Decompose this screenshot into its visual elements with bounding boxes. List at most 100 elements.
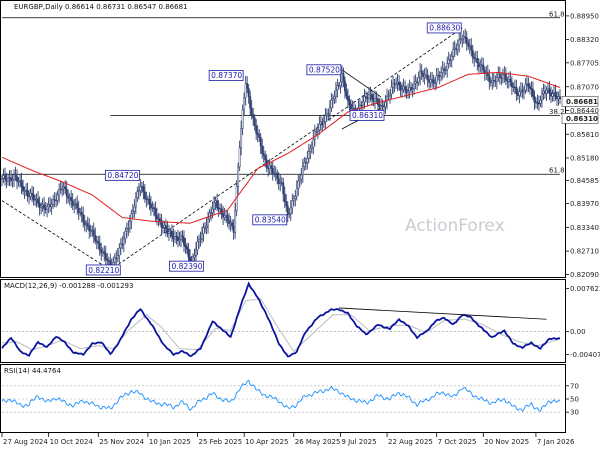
candle-body <box>226 215 229 222</box>
candle-body <box>5 178 8 182</box>
candle-body <box>172 236 175 240</box>
candle-body <box>519 89 522 92</box>
candle-body <box>164 225 167 230</box>
candle-body <box>396 81 399 84</box>
candle-body <box>479 65 482 68</box>
candle-body <box>80 212 83 215</box>
candle-body <box>10 177 12 182</box>
candle-body <box>148 198 151 205</box>
candle-body <box>125 228 128 232</box>
candle-body <box>280 182 283 184</box>
candle-body <box>64 186 67 190</box>
candle-body <box>17 180 20 183</box>
candle-body <box>467 42 470 47</box>
candle-body <box>128 221 131 229</box>
candle-body <box>124 230 127 240</box>
candle-body <box>339 81 342 87</box>
candle-body <box>407 90 410 93</box>
candle-body <box>155 215 158 220</box>
candle-body <box>498 73 501 78</box>
candle-body <box>77 207 80 213</box>
candle-body <box>486 72 489 76</box>
x-tick-label: 9 Jul 2025 <box>341 438 376 446</box>
candle-body <box>273 172 276 175</box>
candle-body <box>216 200 219 208</box>
candle-body <box>157 218 160 220</box>
candle-body <box>240 128 243 149</box>
candle-body <box>404 86 407 90</box>
candle-body <box>527 83 530 87</box>
candle-body <box>420 70 423 74</box>
candle-body <box>219 208 222 210</box>
candle-body <box>253 117 256 127</box>
candle-body <box>119 243 122 249</box>
candle-body <box>261 145 264 154</box>
candle-body <box>250 107 253 115</box>
candle-body <box>294 196 297 199</box>
candle-body <box>425 74 428 76</box>
candle-body <box>507 78 510 82</box>
candle-body <box>288 213 291 215</box>
candle-body <box>202 227 205 234</box>
candle-body <box>61 187 64 190</box>
candle-body <box>151 207 154 209</box>
macd-y-tick-label: -0.004073 <box>570 351 600 359</box>
price-label-text: 0.86310 <box>352 111 383 120</box>
candle-body <box>184 244 187 248</box>
price-y-tick-label: 0.88320 <box>570 36 599 44</box>
price-label-text: 0.88630 <box>429 24 460 33</box>
candle-body <box>548 88 551 93</box>
candle-body <box>2 175 5 179</box>
candle-body <box>530 88 533 90</box>
candle-body <box>205 225 208 228</box>
candle-body <box>116 255 119 259</box>
candle-body <box>95 240 98 242</box>
candle-body <box>255 125 258 134</box>
price-chart-title: EURGBP,Daily 0.86614 0.86731 0.86547 0.8… <box>14 3 187 11</box>
candle-body <box>113 257 116 263</box>
candle-body <box>43 204 46 209</box>
candle-body <box>541 93 543 101</box>
candle-body <box>193 255 196 258</box>
candle-body <box>167 231 170 234</box>
candle-body <box>298 178 301 182</box>
candle-body <box>534 101 537 104</box>
candle-body <box>283 193 286 203</box>
x-tick-label: 10 Apr 2025 <box>245 438 288 446</box>
candle-body <box>446 63 449 71</box>
candle-body <box>537 102 540 105</box>
candle-body <box>166 228 169 234</box>
candle-body <box>395 82 398 86</box>
price-y-tick-label: 0.83970 <box>570 200 599 208</box>
candle-body <box>183 237 185 246</box>
candle-body <box>34 199 37 201</box>
candle-body <box>276 172 279 180</box>
candle-body <box>462 36 465 39</box>
price-layer: 0.88950 0.88320 0.87705 0.87070 0.86440 0.858… <box>1 10 599 279</box>
price-label-box <box>208 70 244 81</box>
candle-body <box>130 213 133 222</box>
candle-body <box>160 221 163 228</box>
price-label-text: 0.83540 <box>255 216 286 225</box>
candle-body <box>315 131 318 133</box>
candle-body <box>238 147 241 168</box>
price-label-text: 0.87370 <box>211 71 242 80</box>
candle-body <box>515 87 518 94</box>
candle-body <box>259 137 262 147</box>
price-label-text: 0.82210 <box>88 266 119 275</box>
candle-body <box>139 186 142 191</box>
candle-body <box>4 175 6 180</box>
candle-body <box>553 92 555 94</box>
candle-body <box>161 227 164 229</box>
candle-body <box>71 200 74 206</box>
candle-body <box>492 80 495 82</box>
candle-body <box>419 70 422 78</box>
candle-body <box>107 260 110 262</box>
candle-body <box>143 191 146 199</box>
candle-body <box>525 83 528 85</box>
price-label-text: 0.84720 <box>107 171 138 180</box>
x-tick-label: 25 Nov 2024 <box>99 438 144 446</box>
candle-body <box>181 235 184 239</box>
candle-body <box>390 86 393 95</box>
candle-body <box>325 113 328 116</box>
